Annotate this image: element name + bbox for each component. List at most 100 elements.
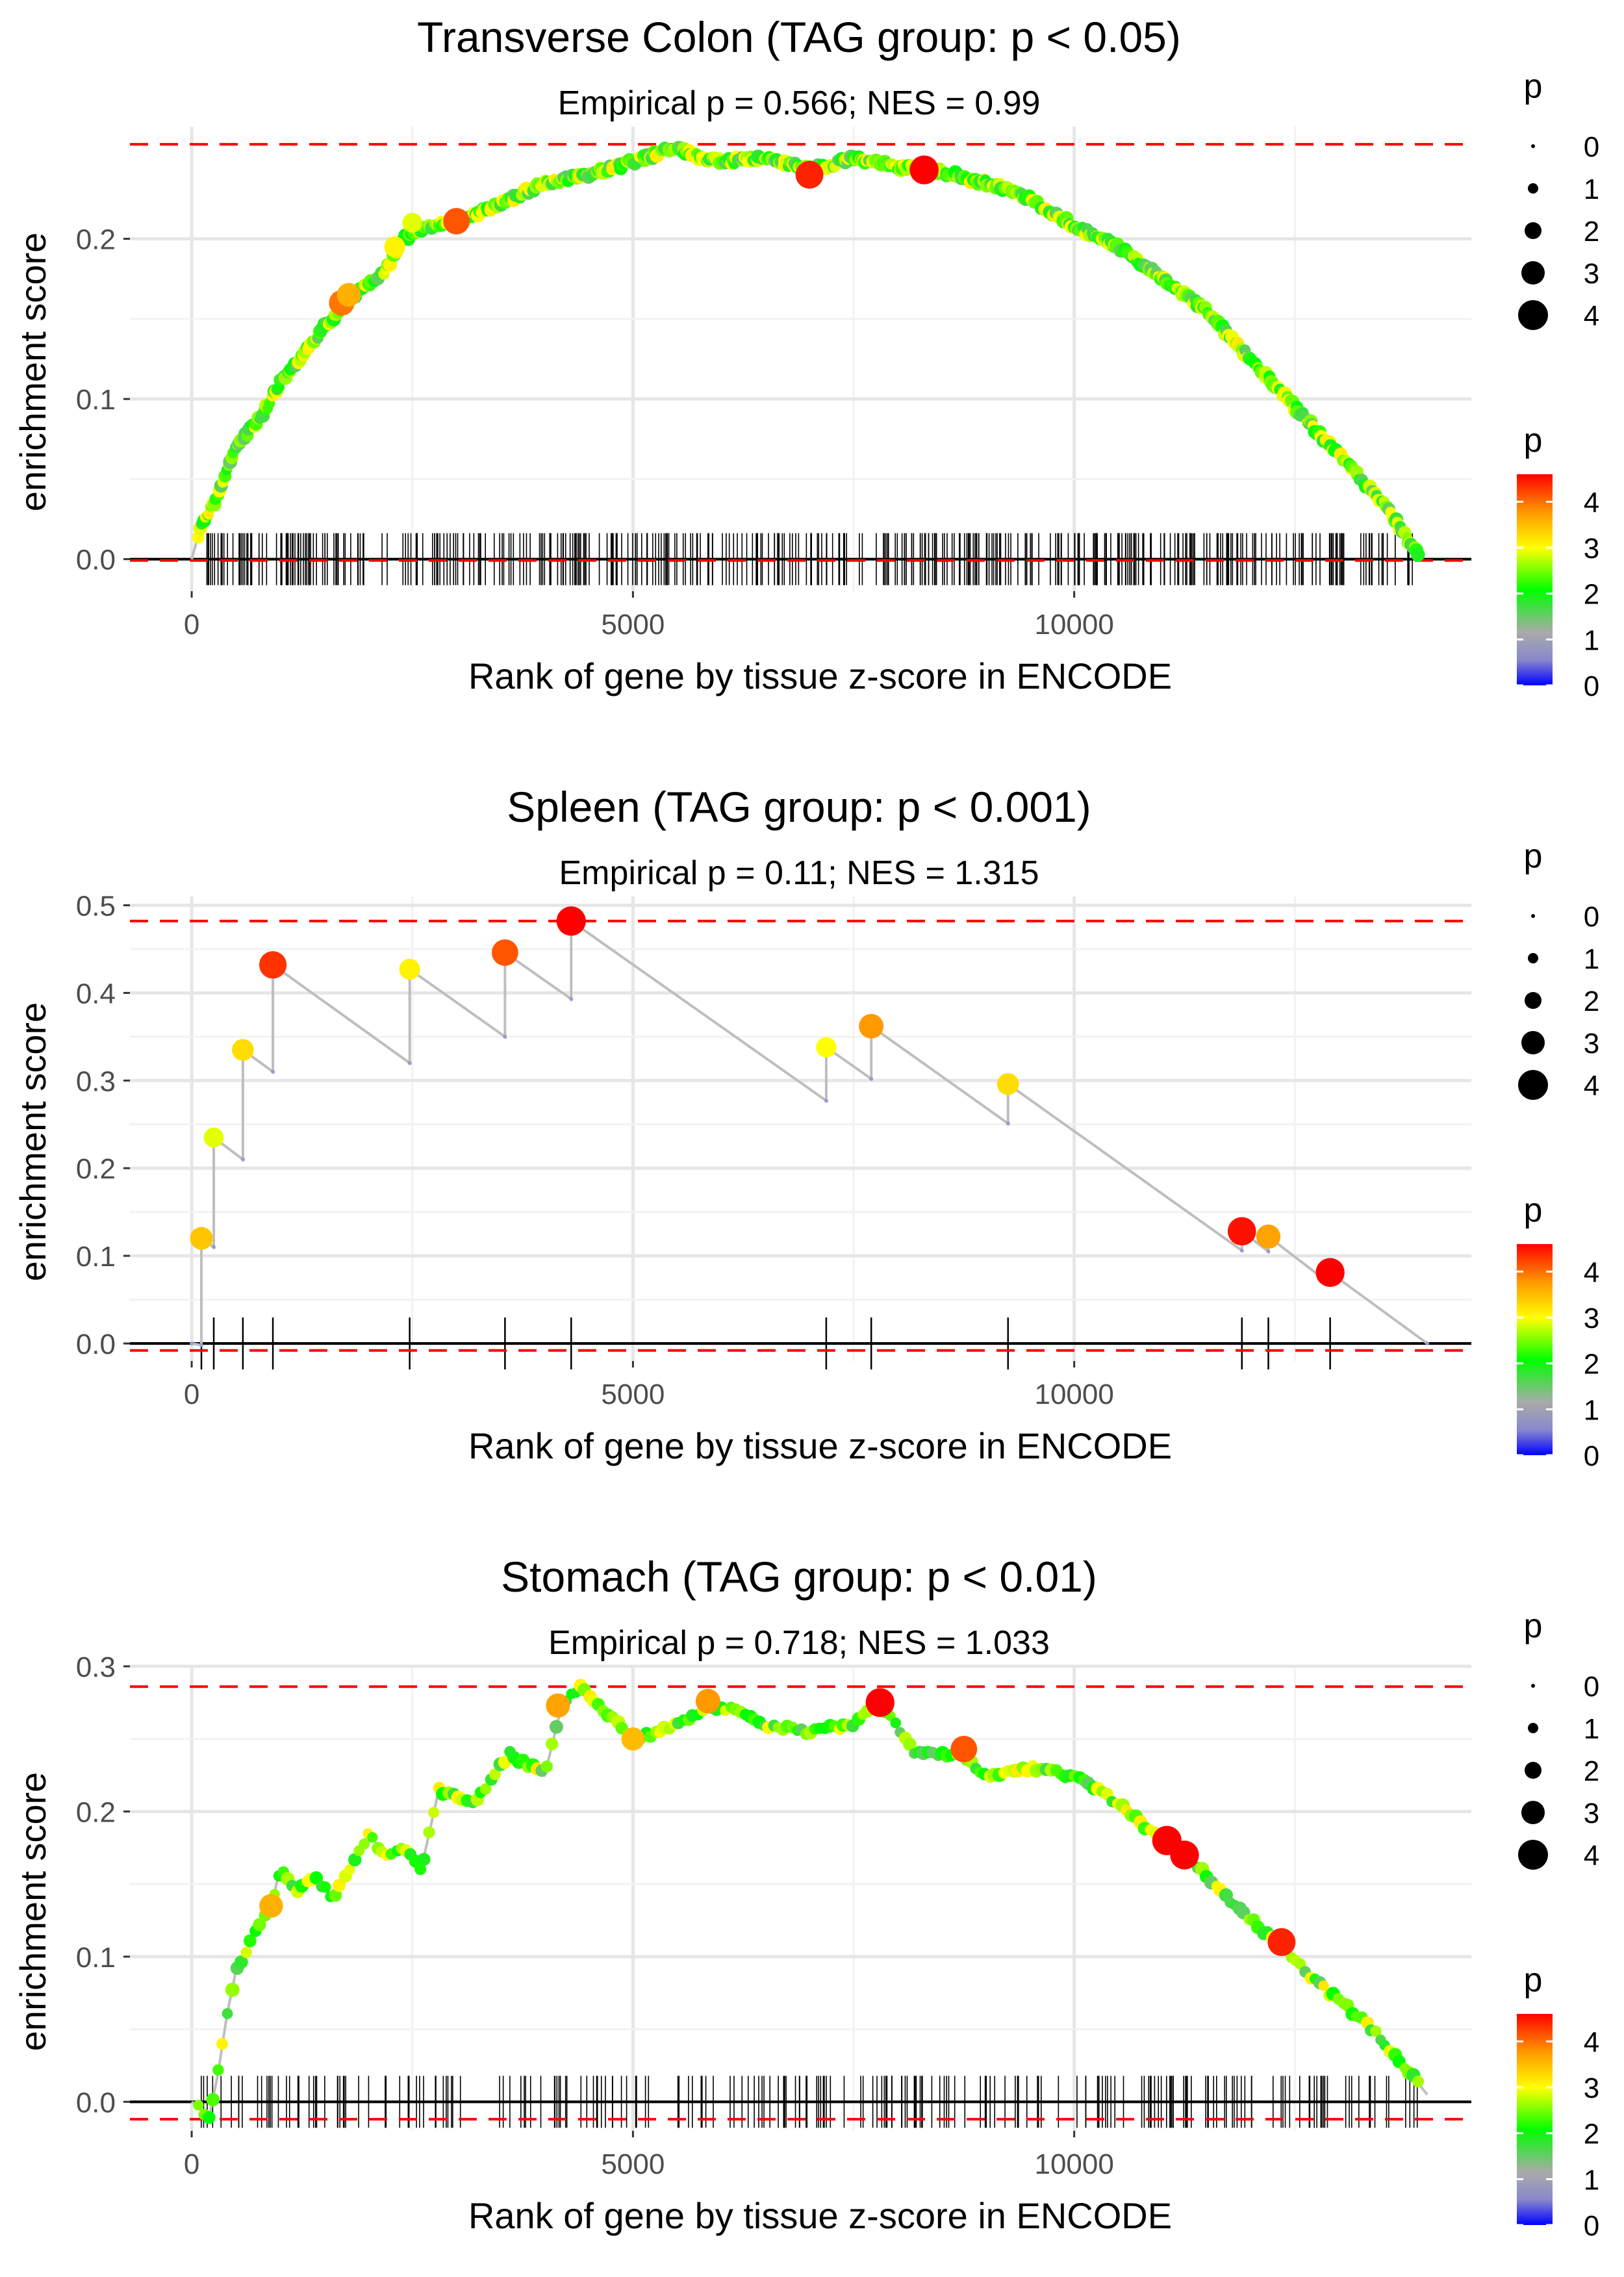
size-legend-key bbox=[1531, 1684, 1535, 1688]
es-point bbox=[199, 1343, 204, 1347]
color-legend: p 4 3 2 1 0 bbox=[1517, 1961, 1599, 2242]
highlight-point bbox=[259, 951, 287, 979]
size-legend-label: 2 bbox=[1584, 216, 1599, 248]
highlight-point bbox=[232, 1039, 254, 1061]
y-tick-label: 0.1 bbox=[76, 1942, 116, 1974]
es-point bbox=[319, 1881, 331, 1893]
x-tick-label: 10000 bbox=[1034, 609, 1113, 641]
es-point bbox=[549, 1720, 563, 1734]
size-legend-key bbox=[1528, 953, 1538, 963]
chart-subtitle: Empirical p = 0.718; NES = 1.033 bbox=[548, 1624, 1050, 1662]
es-point bbox=[479, 1783, 492, 1795]
es-point bbox=[1318, 1980, 1329, 1991]
size-legend-label: 3 bbox=[1584, 258, 1599, 290]
es-points bbox=[193, 1679, 1425, 2124]
size-legend-label: 2 bbox=[1584, 1755, 1599, 1787]
es-point bbox=[190, 1342, 194, 1346]
es-point bbox=[333, 1879, 346, 1892]
es-point bbox=[222, 2008, 233, 2019]
color-legend-label: 2 bbox=[1584, 1349, 1599, 1380]
highlight-point bbox=[259, 1894, 283, 1918]
x-axis-label: Rank of gene by tissue z-score in ENCODE bbox=[468, 655, 1172, 696]
size-legend-label: 3 bbox=[1584, 1028, 1599, 1060]
es-point bbox=[1425, 1342, 1430, 1346]
size-legend-key bbox=[1521, 261, 1545, 285]
highlight-point bbox=[1256, 1224, 1281, 1249]
color-legend-label: 3 bbox=[1584, 2072, 1599, 2104]
y-axis-label: enrichment score bbox=[12, 1002, 53, 1282]
highlight-point bbox=[859, 1013, 884, 1039]
highlight-point bbox=[865, 1688, 894, 1718]
size-legend-label: 0 bbox=[1584, 131, 1599, 163]
panel-2: Spleen (TAG group: p < 0.001) Empirical p… bbox=[12, 783, 1599, 1472]
es-curve bbox=[190, 1685, 1428, 2119]
es-point bbox=[407, 1061, 412, 1065]
y-tick-label: 0.4 bbox=[76, 978, 116, 1010]
es-point bbox=[212, 1245, 216, 1249]
highlight-point bbox=[996, 1073, 1019, 1095]
size-legend: p 0 1 2 3 4 bbox=[1518, 1607, 1599, 1872]
y-tick-label: 0.2 bbox=[76, 1796, 116, 1828]
color-legend-title: p bbox=[1524, 1191, 1543, 1229]
es-point bbox=[1411, 548, 1425, 562]
es-point bbox=[1266, 1249, 1271, 1254]
size-legend-key bbox=[1518, 1840, 1548, 1870]
highlight-point bbox=[816, 1037, 837, 1058]
size-legend-label: 2 bbox=[1584, 986, 1599, 1017]
es-point bbox=[423, 1826, 435, 1838]
chart-title: Stomach (TAG group: p < 0.01) bbox=[501, 1553, 1097, 1601]
y-tick-label: 0.2 bbox=[76, 224, 116, 256]
color-legend-label: 1 bbox=[1584, 1394, 1599, 1426]
color-legend-bar bbox=[1517, 474, 1553, 685]
highlight-point bbox=[795, 160, 824, 189]
es-point bbox=[540, 1761, 553, 1773]
size-legend-key bbox=[1518, 300, 1548, 330]
es-point bbox=[234, 1955, 248, 1969]
es-curve bbox=[191, 918, 1428, 1347]
highlight-point bbox=[491, 939, 518, 966]
es-point bbox=[824, 1099, 828, 1103]
x-tick-label: 0 bbox=[184, 1379, 199, 1410]
color-legend-label: 2 bbox=[1584, 2118, 1599, 2150]
x-axis-label: Rank of gene by tissue z-score in ENCODE bbox=[468, 1425, 1172, 1466]
es-point bbox=[367, 1831, 378, 1843]
y-tick-label: 0.5 bbox=[76, 890, 116, 922]
es-point bbox=[1239, 1249, 1244, 1253]
color-legend-label: 3 bbox=[1584, 1303, 1599, 1334]
es-point bbox=[253, 1918, 266, 1931]
es-point bbox=[344, 1864, 355, 1875]
es-point bbox=[569, 997, 574, 1001]
highlight-point bbox=[336, 283, 361, 307]
highlight-point bbox=[950, 1735, 978, 1762]
highlight-point bbox=[621, 1727, 645, 1751]
es-point bbox=[890, 1717, 902, 1729]
es-point bbox=[428, 1807, 440, 1818]
x-axis-label: Rank of gene by tissue z-score in ENCODE bbox=[468, 2195, 1172, 2236]
x-tick-label: 5000 bbox=[601, 1379, 665, 1410]
panel-3: Stomach (TAG group: p < 0.01) Empirical p… bbox=[12, 1553, 1599, 2242]
es-point bbox=[202, 2111, 216, 2124]
y-tick-label: 0.1 bbox=[76, 1241, 116, 1273]
size-legend-key bbox=[1525, 1762, 1542, 1779]
es-point bbox=[225, 1982, 240, 1997]
color-legend-title: p bbox=[1524, 422, 1543, 459]
size-legend-label: 0 bbox=[1584, 901, 1599, 933]
highlight-point bbox=[190, 1227, 213, 1250]
highlight-point bbox=[203, 1127, 224, 1148]
color-legend: p 4 3 2 1 0 bbox=[1517, 1191, 1599, 1472]
x-tick-label: 10000 bbox=[1034, 2148, 1113, 2180]
highlight-point bbox=[384, 236, 405, 257]
es-points bbox=[192, 140, 1425, 562]
y-tick-label: 0.3 bbox=[76, 1065, 116, 1097]
highlight-points bbox=[329, 155, 939, 316]
color-legend-bar bbox=[1517, 2014, 1553, 2225]
es-curve bbox=[190, 144, 1420, 560]
x-tick-label: 5000 bbox=[601, 609, 665, 641]
size-legend-key bbox=[1528, 1723, 1538, 1733]
highlight-point bbox=[402, 212, 423, 233]
highlight-point bbox=[556, 906, 586, 936]
es-point bbox=[414, 1863, 427, 1876]
highlight-point bbox=[1267, 1928, 1296, 1957]
size-legend-label: 4 bbox=[1584, 1840, 1599, 1872]
